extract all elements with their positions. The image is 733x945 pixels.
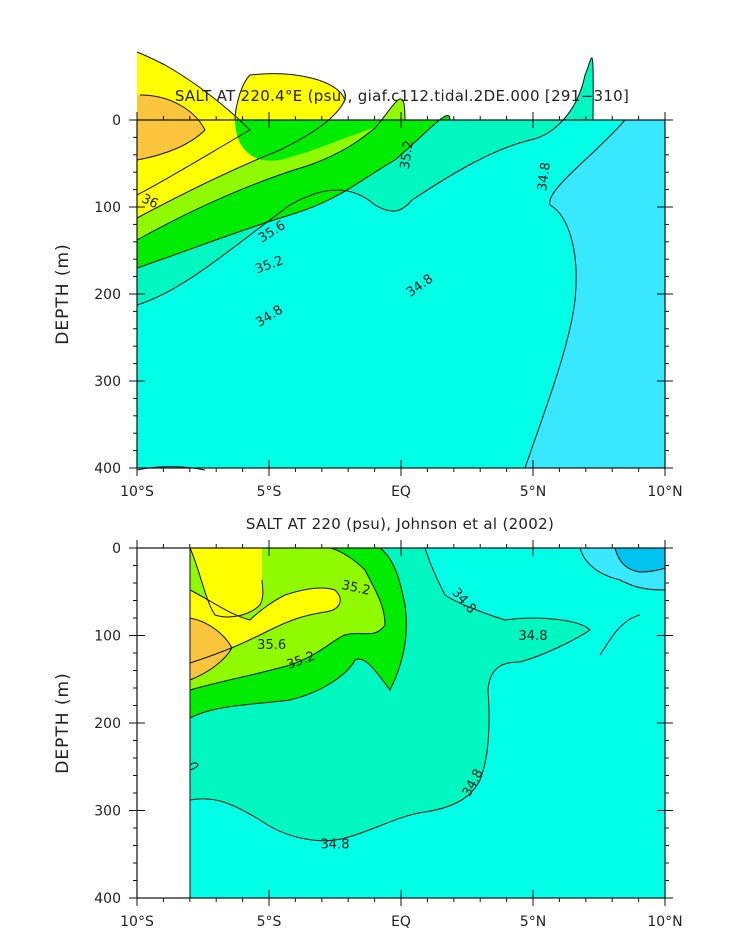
panel-observed-axes: 10°S 5°S EQ 5°N 10°N 0 100 200 300 400	[94, 540, 683, 930]
fill-east-freshest	[615, 548, 665, 572]
panel-observed-contours	[189, 547, 666, 842]
contour-line	[189, 587, 341, 664]
contour-label: 35.2	[398, 140, 417, 171]
contour-line	[136, 73, 346, 219]
panel-model-contours	[136, 51, 626, 471]
x-tick-label: EQ	[391, 914, 411, 930]
contour-line	[189, 547, 386, 691]
contour-label-text: 34.8	[535, 161, 554, 192]
y-tick-label: 400	[94, 461, 121, 477]
fill-34.4	[137, 57, 594, 306]
y-tick-label: 0	[112, 113, 121, 129]
x-tick-label: 10°N	[647, 484, 682, 500]
y-tick-label: 100	[94, 629, 121, 645]
contour-label-text: 34.8	[519, 629, 548, 644]
contour-line	[599, 614, 641, 656]
panel-observed-title: SALT AT 220 (psu), Johnson et al (2002)	[246, 515, 554, 533]
contour-label-text: 34.8	[321, 837, 350, 852]
x-tick-label: 10°N	[647, 914, 682, 930]
contour-line	[136, 115, 451, 269]
fill-35.6-outer	[137, 73, 345, 218]
y-tick-label: 400	[94, 891, 121, 907]
contour-line	[136, 98, 406, 241]
contour-line	[189, 547, 264, 618]
y-tick-label: 300	[94, 804, 121, 820]
panel-observed-ylabel: DEPTH (m)	[53, 672, 73, 773]
fill-east-fresh	[525, 120, 665, 468]
x-tick-label: 5°N	[520, 914, 546, 930]
contour-line	[614, 547, 666, 573]
contour-label: 35.2	[340, 578, 371, 599]
contour-label-text: 35.2	[340, 578, 371, 599]
contour-line	[136, 466, 206, 471]
panel-model-title: SALT AT 220.4°E (psu), giaf.c112.tidal.2…	[175, 87, 629, 105]
panel-model-ylabel: DEPTH (m)	[53, 243, 73, 344]
y-tick-label: 100	[94, 200, 121, 216]
contour-label: 35.6	[257, 638, 286, 653]
contour-line	[136, 94, 206, 161]
x-tick-label: 5°S	[257, 914, 282, 930]
contour-line	[579, 547, 666, 591]
contour-label: 34.8	[321, 837, 350, 852]
contour-label: 34.8	[535, 161, 554, 192]
x-tick-label: 10°S	[120, 914, 154, 930]
contour-line	[136, 51, 251, 196]
y-tick-label: 200	[94, 716, 121, 732]
panel-model-axes: 10°S 5°S EQ 5°N 10°N 0 100 200 300 400	[94, 112, 683, 500]
contour-line	[189, 547, 591, 842]
fill-36.4	[137, 95, 205, 160]
contour-label-text: 35.6	[257, 638, 286, 653]
x-tick-label: 5°S	[257, 484, 282, 500]
x-tick-label: 5°N	[520, 484, 546, 500]
contour-line	[189, 617, 233, 681]
contour-line	[524, 119, 626, 469]
panel-observed: 35.235.635.234.834.834.834.8 10°S 5°S EQ 5°…	[53, 515, 683, 930]
y-tick-label: 200	[94, 287, 121, 303]
y-tick-label: 0	[112, 541, 121, 557]
y-tick-label: 300	[94, 374, 121, 390]
panel-model-fills	[137, 52, 665, 468]
fill-surface-plateau	[235, 120, 400, 161]
contour-label-text: 35.2	[398, 140, 417, 171]
contour-line	[189, 762, 199, 771]
fill-36	[190, 618, 232, 680]
contour-label: 34.8	[519, 629, 548, 644]
x-tick-label: 10°S	[120, 484, 154, 500]
contour-line	[189, 547, 407, 719]
x-tick-label: EQ	[391, 484, 411, 500]
